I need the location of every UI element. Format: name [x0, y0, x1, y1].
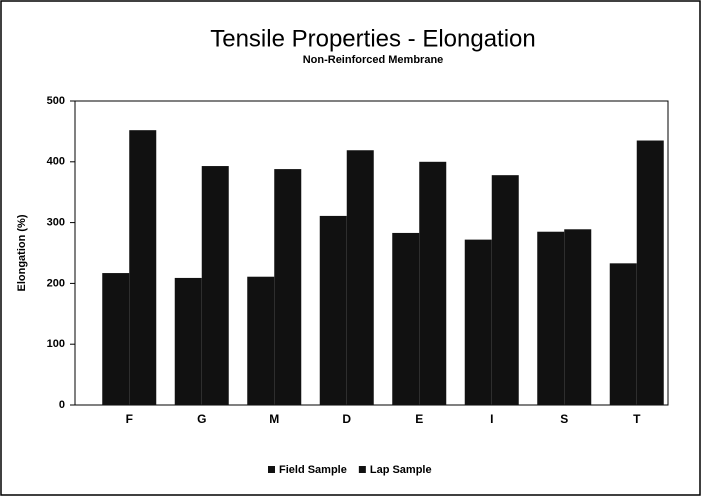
legend-label: Lap Sample [370, 464, 432, 476]
chart-subtitle: Non-Reinforced Membrane [303, 54, 444, 66]
y-axis-label: Elongation (%) [16, 214, 28, 291]
legend-label: Field Sample [279, 464, 347, 476]
x-tick-label: M [269, 412, 279, 426]
bar [609, 263, 637, 405]
chart-title: Tensile Properties - Elongation [210, 25, 536, 52]
y-tick-label: 0 [59, 399, 65, 411]
bar [274, 169, 302, 405]
x-tick-label: G [197, 412, 206, 426]
bar [419, 161, 447, 405]
legend-swatch [358, 466, 366, 473]
legend-swatch [268, 466, 275, 473]
bar [564, 229, 592, 405]
bar [636, 140, 664, 405]
y-tick-label: 100 [47, 338, 65, 350]
y-tick-label: 300 [47, 217, 65, 229]
bar [346, 150, 374, 405]
bar [319, 215, 347, 405]
x-tick-label: F [126, 412, 133, 426]
x-tick-label: D [342, 412, 351, 426]
bar [247, 276, 275, 405]
y-tick-label: 400 [47, 156, 65, 168]
x-tick-label: S [560, 412, 568, 426]
bar [102, 273, 130, 405]
bar [174, 277, 202, 405]
x-tick-label: E [415, 412, 423, 426]
bar [464, 239, 492, 405]
y-tick-label: 500 [47, 95, 65, 107]
x-tick-label: T [633, 412, 641, 426]
x-tick-label: I [490, 412, 493, 426]
bar [537, 231, 565, 405]
y-tick-label: 200 [47, 277, 65, 289]
bar [129, 130, 157, 405]
bar [392, 232, 420, 405]
bar [201, 166, 229, 405]
bar [491, 175, 519, 405]
